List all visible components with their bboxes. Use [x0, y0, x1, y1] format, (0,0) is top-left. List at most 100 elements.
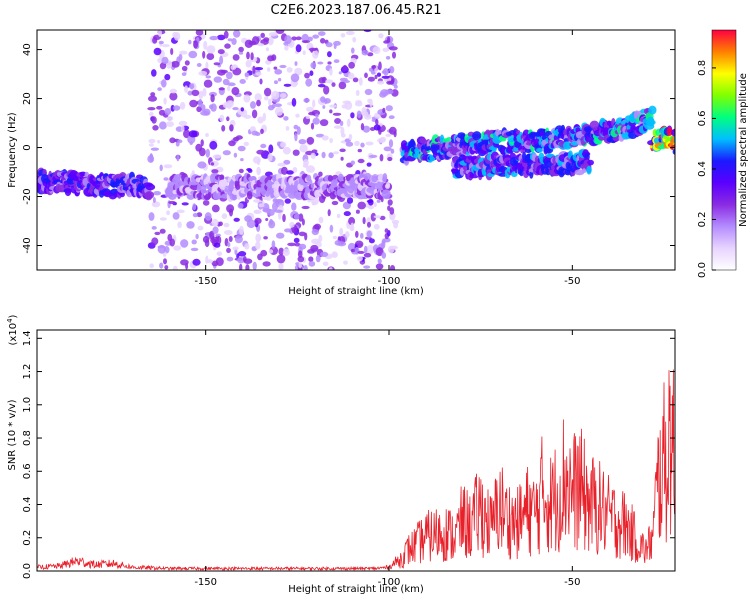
spectrogram-blob: [211, 204, 220, 213]
spectrogram-x-tick-label: -100: [378, 276, 401, 287]
spectrogram-blob: [310, 244, 319, 252]
spectrogram-blob: [216, 235, 222, 245]
spectrogram-blob: [195, 143, 203, 152]
spectrogram-blob: [243, 94, 251, 103]
spectrogram-blob: [340, 33, 346, 38]
spectrogram-blob: [303, 159, 309, 167]
spectrogram-blob: [291, 202, 297, 211]
spectrogram-blob: [348, 217, 356, 226]
spectrogram-blob: [372, 46, 381, 54]
spectrogram-ridge-blob: [612, 136, 620, 141]
spectrogram-blob: [378, 61, 382, 71]
spectrogram-blob: [179, 101, 186, 110]
spectrogram-ridge-blob: [430, 144, 441, 150]
spectrogram-blob: [343, 260, 348, 265]
spectrogram-blob: [223, 222, 230, 228]
spectrogram-blob: [188, 39, 192, 45]
spectrogram-blob: [364, 114, 372, 120]
spectrogram-blob: [331, 200, 339, 206]
spectrogram-blob: [333, 43, 337, 50]
spectrogram-blob: [244, 215, 253, 223]
spectrogram-blob: [386, 80, 395, 85]
spectrogram-blob: [232, 54, 240, 61]
spectrogram-blob: [205, 75, 212, 79]
spectrogram-ridge-blob: [677, 137, 684, 145]
spectrogram-blob: [275, 30, 285, 34]
spectrogram-blob: [329, 104, 337, 108]
spectrogram-blob: [220, 69, 228, 74]
spectrogram-blob: [283, 159, 291, 165]
spectrogram-blob: [375, 119, 379, 126]
spectrogram-blob: [312, 50, 319, 59]
spectrogram-blob: [212, 226, 219, 234]
spectrogram-ridge-blob: [679, 133, 685, 140]
spectrogram-blob: [368, 238, 375, 244]
spectrogram-blob: [262, 112, 266, 122]
snr-y-tick-label: 1.4: [22, 330, 33, 346]
spectrogram-blob: [188, 50, 198, 59]
spectrogram-blob: [173, 32, 181, 41]
spectrogram-blob: [310, 122, 315, 130]
spectrogram-blob: [301, 205, 310, 210]
spectrogram-ridge-blob: [248, 176, 257, 182]
spectrogram-blob: [225, 71, 233, 80]
spectrogram-y-tick-label: 20: [22, 92, 33, 105]
spectrogram-blob: [360, 123, 365, 131]
spectrogram-blob: [273, 66, 278, 70]
spectrogram-frame: [36, 29, 676, 271]
spectrogram-blob: [164, 265, 169, 270]
spectrogram-ridge-blob: [586, 165, 592, 175]
spectrogram-blob: [284, 45, 289, 51]
spectrogram-blob: [254, 209, 260, 214]
spectrogram-blob: [360, 142, 365, 148]
spectrogram-blob: [171, 60, 180, 68]
snr-x-ticks: -150 -100 -50: [194, 330, 581, 588]
spectrogram-blob: [373, 215, 382, 219]
spectrogram-blob: [251, 109, 258, 119]
spectrogram-blob: [205, 133, 209, 137]
spectrogram-blob: [203, 79, 213, 88]
spectrogram-blob: [345, 231, 350, 238]
spectrogram-blob: [176, 209, 185, 214]
spectrogram-blob: [213, 76, 222, 83]
spectrogram-blob: [384, 228, 389, 233]
spectrogram-blob: [217, 34, 226, 41]
spectrogram-blob: [323, 85, 330, 95]
spectrogram-blob: [331, 82, 336, 87]
spectrogram-blob: [333, 125, 342, 129]
spectrogram-blob: [158, 40, 164, 45]
spectrogram-blob: [297, 255, 305, 263]
spectrogram-blob: [267, 153, 273, 162]
spectrogram-blob: [152, 197, 156, 203]
spectrogram-ridge-blob: [381, 189, 391, 200]
spectrogram-blob: [331, 251, 338, 258]
spectrogram-blob: [159, 262, 164, 269]
spectrogram-blob: [181, 202, 189, 206]
spectrogram-blob: [189, 99, 198, 108]
spectrogram-blob: [311, 228, 319, 236]
spectrogram-ridge-blob: [676, 144, 686, 149]
spectrogram-ridge-blob: [306, 174, 312, 182]
spectrogram-blob: [173, 245, 182, 251]
spectrogram-ridge-blob: [674, 130, 675, 132]
spectrogram-blob: [228, 236, 233, 242]
spectrogram-blob: [150, 147, 159, 151]
spectrogram-blob: [290, 73, 300, 83]
spectrogram-blob: [303, 98, 310, 103]
spectrogram-blob: [239, 79, 246, 84]
spectrogram-blob: [223, 30, 229, 39]
spectrogram-blob: [233, 217, 240, 222]
snr-y-axis-label: SNR (10 * v/v): [7, 399, 18, 470]
spectrogram-blob: [276, 254, 286, 264]
spectrogram-blob: [329, 224, 334, 233]
spectrogram-blob: [278, 247, 285, 256]
spectrogram-blob: [362, 217, 366, 225]
spectrogram-blob: [322, 105, 326, 109]
spectrogram-panel: -150 -100 -50 -40 -20 0 20 40 Height of straig…: [7, 29, 686, 297]
spectrogram-blob: [228, 100, 234, 108]
spectrogram-blob: [350, 222, 354, 230]
spectrogram-blob: [301, 40, 310, 44]
spectrogram-blob: [325, 42, 333, 48]
snr-y-tick-label: 0.2: [22, 530, 33, 546]
spectrogram-blob: [279, 93, 287, 99]
